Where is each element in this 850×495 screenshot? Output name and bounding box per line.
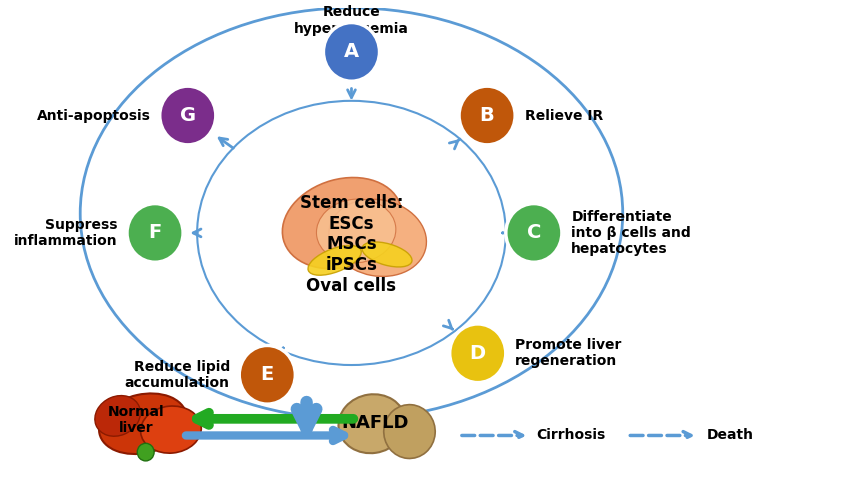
Ellipse shape bbox=[338, 394, 405, 453]
Text: C: C bbox=[527, 223, 541, 243]
Text: Stem cells:
ESCs
MSCs
iPSCs
Oval cells: Stem cells: ESCs MSCs iPSCs Oval cells bbox=[300, 194, 403, 295]
Text: Cirrhosis: Cirrhosis bbox=[536, 429, 606, 443]
Ellipse shape bbox=[383, 404, 435, 458]
Text: Normal
liver: Normal liver bbox=[108, 405, 165, 435]
Circle shape bbox=[127, 203, 183, 262]
Text: Suppress
inflammation: Suppress inflammation bbox=[14, 218, 117, 248]
Text: Differentiate
into β cells and
hepatocytes: Differentiate into β cells and hepatocyt… bbox=[571, 210, 691, 256]
Ellipse shape bbox=[362, 242, 412, 267]
Text: G: G bbox=[179, 106, 196, 125]
Ellipse shape bbox=[308, 246, 361, 275]
Text: Death: Death bbox=[707, 429, 754, 443]
Circle shape bbox=[323, 23, 380, 81]
Text: D: D bbox=[470, 344, 486, 363]
Text: Relieve IR: Relieve IR bbox=[524, 108, 603, 122]
Text: NAFLD: NAFLD bbox=[341, 414, 409, 432]
Ellipse shape bbox=[95, 396, 140, 436]
Text: B: B bbox=[479, 106, 495, 125]
Ellipse shape bbox=[316, 199, 396, 263]
Text: Promote liver
regeneration: Promote liver regeneration bbox=[515, 338, 621, 368]
Ellipse shape bbox=[282, 178, 402, 269]
Text: Reduce
hyperglycemia: Reduce hyperglycemia bbox=[294, 5, 409, 36]
Text: Reduce lipid
accumulation: Reduce lipid accumulation bbox=[125, 360, 230, 390]
Circle shape bbox=[160, 86, 216, 145]
Circle shape bbox=[459, 86, 515, 145]
Circle shape bbox=[450, 324, 506, 383]
Text: Anti-apoptosis: Anti-apoptosis bbox=[37, 108, 150, 122]
Circle shape bbox=[137, 444, 154, 461]
Text: F: F bbox=[149, 223, 162, 243]
Circle shape bbox=[239, 346, 295, 404]
Text: E: E bbox=[261, 365, 274, 384]
Ellipse shape bbox=[329, 199, 427, 276]
Circle shape bbox=[506, 203, 562, 262]
Ellipse shape bbox=[99, 394, 187, 454]
Ellipse shape bbox=[140, 406, 201, 453]
Text: A: A bbox=[344, 43, 359, 61]
